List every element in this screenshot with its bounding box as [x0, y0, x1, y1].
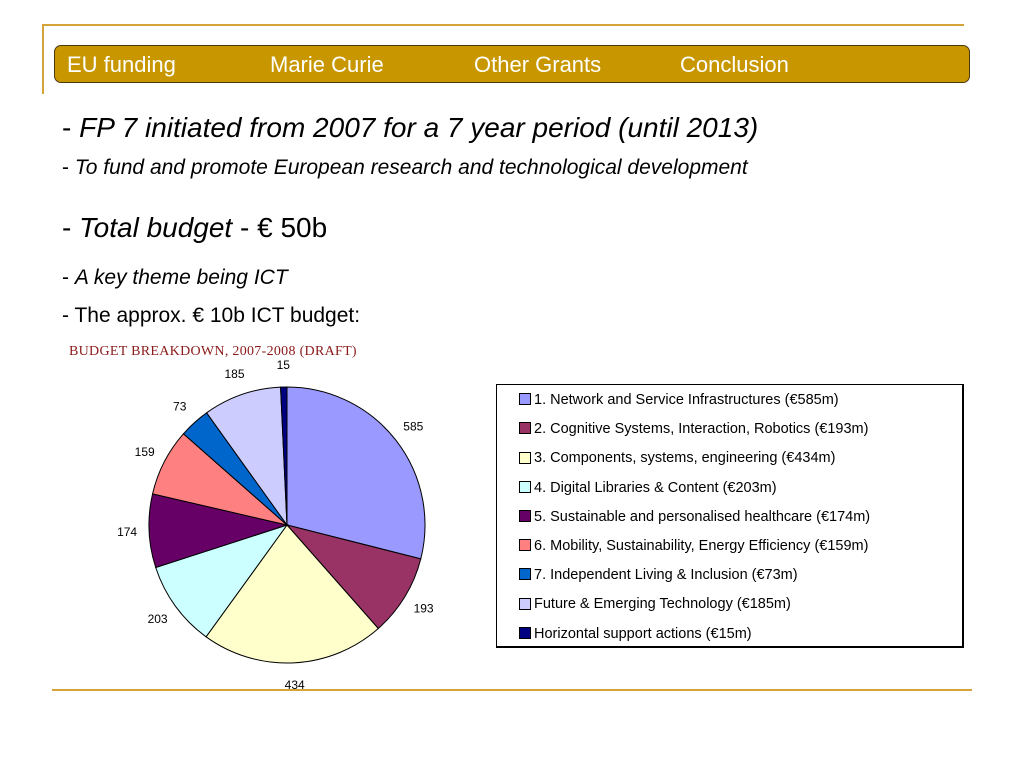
legend-swatch	[519, 480, 531, 493]
navigation-bar: EU funding Marie Curie Other Grants Conc…	[54, 45, 970, 83]
legend-label: Horizontal support actions (€15m)	[534, 625, 752, 642]
legend-label: 2. Cognitive Systems, Interaction, Robot…	[534, 421, 869, 438]
chart-legend: 1. Network and Service Infrastructures (…	[496, 384, 964, 648]
pie-slice-2	[285, 524, 422, 630]
bullet-ict-theme-text: A key theme being ICT	[74, 266, 288, 289]
legend-item-2: 2. Cognitive Systems, Interaction, Robot…	[519, 420, 868, 438]
legend-label: 1. Network and Service Infrastructures (…	[534, 392, 839, 408]
legend-swatch	[519, 539, 531, 552]
chart-title: BUDGET BREAKDOWN, 2007-2008 (DRAFT)	[69, 344, 357, 359]
bullet-total-budget-value: - € 50b	[232, 212, 328, 243]
pie-data-label-8: 185	[224, 367, 244, 381]
bullet-fund-text: To fund and promote European research an…	[74, 156, 748, 179]
pie-slice-8	[205, 386, 288, 527]
legend-swatch	[519, 393, 531, 406]
legend-item-3: 3. Components, systems, engineering (€43…	[519, 449, 835, 467]
bottom-divider	[52, 689, 972, 691]
nav-item-eu-funding[interactable]: EU funding	[67, 52, 176, 77]
legend-swatch	[519, 451, 531, 464]
legend-label: 3. Components, systems, engineering (€43…	[534, 450, 836, 467]
pie-data-label-1: 585	[403, 420, 423, 434]
pie-data-label-2: 193	[414, 601, 434, 615]
bullet-total-budget-label: Total budget	[79, 212, 233, 243]
pie-data-label-6: 159	[135, 445, 155, 459]
pie-data-label-7: 73	[173, 399, 187, 413]
pie-slice-9	[280, 386, 288, 526]
pie-data-label-9: 15	[277, 358, 291, 372]
legend-swatch	[519, 597, 531, 610]
bullet-dash: -	[62, 112, 80, 143]
pie-slice-3	[205, 524, 379, 664]
bullet-fp7: - FP 7 initiated from 2007 for a 7 year …	[62, 112, 758, 144]
nav-item-marie-curie[interactable]: Marie Curie	[270, 52, 384, 77]
bullet-dash: -	[62, 266, 75, 289]
legend-swatch	[519, 422, 531, 435]
legend-label: Future & Emerging Technology (€185m)	[534, 596, 791, 613]
bullet-dash: -	[62, 156, 75, 179]
legend-item-6: 6. Mobility, Sustainability, Energy Effi…	[519, 537, 868, 555]
pie-slice-1	[286, 386, 426, 560]
pie-data-label-4: 203	[148, 612, 168, 626]
nav-item-conclusion[interactable]: Conclusion	[680, 52, 789, 77]
left-divider	[42, 24, 44, 94]
bullet-total-budget: - Total budget - € 50b	[62, 212, 327, 244]
legend-label: 7. Independent Living & Inclusion (€73m)	[534, 567, 798, 584]
legend-label: 4. Digital Libraries & Content (€203m)	[534, 479, 777, 496]
legend-swatch	[519, 509, 531, 522]
top-divider	[42, 24, 964, 26]
legend-swatch	[519, 626, 531, 639]
legend-item-5: 5. Sustainable and personalised healthca…	[519, 508, 870, 526]
pie-data-label-3: 434	[285, 678, 305, 692]
pie-slice-4	[155, 524, 289, 638]
bullet-ict-theme: - A key theme being ICT	[62, 266, 288, 290]
legend-item-4: 4. Digital Libraries & Content (€203m)	[519, 479, 777, 497]
bullet-dash: -	[62, 212, 80, 243]
legend-item-1: 1. Network and Service Infrastructures (…	[519, 391, 839, 409]
legend-item-8: Future & Emerging Technology (€185m)	[519, 595, 791, 613]
bullet-fp7-text: FP 7 initiated from 2007 for a 7 year pe…	[79, 112, 759, 143]
legend-item-7: 7. Independent Living & Inclusion (€73m)	[519, 566, 798, 584]
bullet-ict-budget: - The approx. € 10b ICT budget:	[62, 304, 361, 327]
legend-item-9: Horizontal support actions (€15m)	[519, 625, 752, 643]
pie-data-label-5: 174	[117, 525, 137, 539]
legend-swatch	[519, 568, 531, 581]
nav-item-other-grants[interactable]: Other Grants	[474, 52, 602, 77]
legend-label: 6. Mobility, Sustainability, Energy Effi…	[534, 538, 869, 554]
legend-label: 5. Sustainable and personalised healthca…	[534, 508, 871, 525]
bullet-fund: - To fund and promote European research …	[62, 156, 748, 180]
